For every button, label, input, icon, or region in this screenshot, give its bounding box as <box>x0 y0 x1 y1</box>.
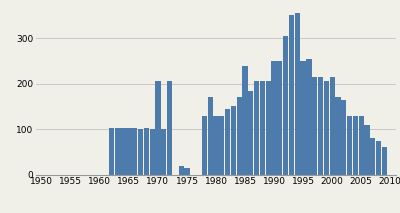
Bar <box>382 147 387 175</box>
Bar <box>272 61 277 175</box>
Bar <box>161 129 166 175</box>
Bar <box>376 141 381 175</box>
Bar <box>277 61 282 175</box>
Bar <box>370 138 375 175</box>
Bar <box>266 81 271 175</box>
Bar <box>318 77 323 175</box>
Bar <box>120 128 126 175</box>
Bar <box>167 81 172 175</box>
Bar <box>341 100 346 175</box>
Bar <box>260 81 265 175</box>
Bar <box>219 115 224 175</box>
Bar <box>225 109 230 175</box>
Bar <box>132 128 137 175</box>
Bar <box>364 125 370 175</box>
Bar <box>138 129 143 175</box>
Bar <box>115 128 120 175</box>
Bar <box>306 59 312 175</box>
Bar <box>358 115 364 175</box>
Bar <box>178 167 184 175</box>
Bar <box>202 115 207 175</box>
Bar <box>155 81 160 175</box>
Bar <box>109 128 114 175</box>
Bar <box>150 129 155 175</box>
Bar <box>242 66 248 175</box>
Bar <box>248 91 254 175</box>
Bar <box>254 81 259 175</box>
Bar <box>335 97 340 175</box>
Bar <box>324 81 329 175</box>
Bar <box>231 106 236 175</box>
Bar <box>283 36 288 175</box>
Bar <box>347 115 352 175</box>
Bar <box>312 77 317 175</box>
Bar <box>213 115 219 175</box>
Bar <box>144 128 149 175</box>
Bar <box>289 16 294 175</box>
Bar <box>300 61 306 175</box>
Bar <box>184 168 190 175</box>
Bar <box>208 97 213 175</box>
Bar <box>353 115 358 175</box>
Bar <box>126 128 132 175</box>
Bar <box>295 13 300 175</box>
Bar <box>330 77 335 175</box>
Bar <box>237 97 242 175</box>
